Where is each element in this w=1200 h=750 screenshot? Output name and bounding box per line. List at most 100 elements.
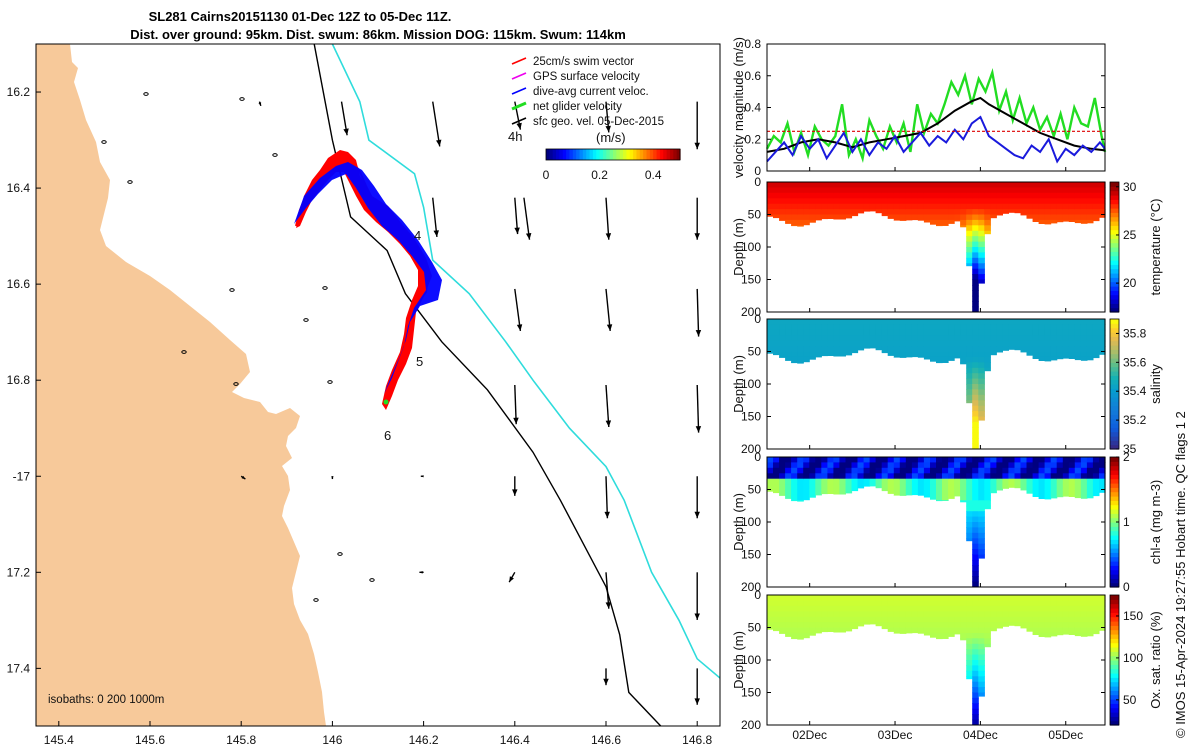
- section-cell: [1068, 182, 1076, 188]
- colorbar-cell: [569, 149, 574, 160]
- section-colorbar-cell: [1110, 517, 1119, 523]
- section-colorbar-cell: [1110, 500, 1119, 506]
- section-cell: [923, 203, 931, 210]
- section-cell: [1044, 457, 1052, 463]
- section-cell: [990, 324, 997, 331]
- section-cell: [839, 209, 846, 216]
- section-cell: [869, 329, 877, 336]
- section-cell: [966, 346, 973, 353]
- section-cell: [779, 340, 786, 347]
- section-cell: [899, 627, 907, 634]
- section-cell: [911, 335, 919, 342]
- section-cell: [1080, 616, 1088, 623]
- section-cell: [1002, 473, 1009, 480]
- section-cell: [797, 351, 804, 358]
- section-cell: [948, 324, 955, 331]
- section-cell: [996, 473, 1003, 480]
- section-cell: [1068, 346, 1076, 353]
- section-cell: [942, 611, 949, 618]
- section-cell: [972, 616, 979, 623]
- section-cell: [1086, 494, 1094, 499]
- map-x-tick-label: 146.2: [409, 733, 439, 747]
- section-cell: [887, 340, 895, 347]
- section-cell: [1020, 351, 1028, 353]
- section-cell: [893, 611, 901, 618]
- section-y-tick-label: 100: [741, 515, 761, 529]
- velocity-y-tick-label: 0.4: [744, 101, 761, 115]
- section-cell: [948, 484, 955, 491]
- section-cell: [851, 462, 859, 469]
- section-cell: [972, 411, 979, 418]
- section-colorbar-cell: [1110, 234, 1119, 239]
- section-cell: [809, 467, 816, 474]
- section-cell: [1026, 616, 1034, 623]
- section-cell: [905, 489, 913, 496]
- section-cell: [966, 394, 973, 401]
- section-x-tick-label: 05Dec: [1048, 728, 1083, 742]
- section-cell: [833, 182, 840, 188]
- section-cell: [1074, 329, 1082, 336]
- section-cell: [1092, 192, 1100, 199]
- section-cell: [827, 457, 834, 463]
- section-cell: [1044, 478, 1052, 485]
- sfc-velocity-arrow: [695, 384, 702, 433]
- section-cell: [1020, 462, 1028, 469]
- section-cell: [809, 319, 816, 325]
- section-cell: [936, 616, 943, 623]
- section-cell: [984, 209, 991, 216]
- section-cell: [948, 214, 955, 221]
- section-cell: [821, 182, 828, 188]
- section-colorbar-cell: [1110, 642, 1119, 648]
- section-cell: [1050, 462, 1058, 469]
- section-cell: [791, 346, 798, 353]
- section-cell: [1026, 214, 1034, 219]
- section-cell: [773, 209, 780, 216]
- colorbar-cell: [562, 149, 567, 160]
- section-cell: [1050, 622, 1058, 629]
- section-colorbar-cell: [1110, 375, 1119, 381]
- velocity-y-label: velocity magnitude (m/s): [731, 37, 746, 178]
- section-cell: [821, 484, 828, 491]
- section-cell: [863, 622, 871, 625]
- section-cell: [815, 600, 822, 607]
- section-cell: [960, 473, 967, 480]
- section-cell: [960, 346, 967, 353]
- section-cell: [984, 198, 991, 205]
- section-colorbar-tick-label: 0: [1123, 580, 1130, 594]
- section-cell: [893, 462, 901, 469]
- section-cell: [869, 192, 877, 199]
- section-cell: [1050, 346, 1058, 353]
- section-cell: [1074, 611, 1082, 618]
- section-cell: [978, 660, 985, 666]
- section-cell: [1002, 192, 1009, 199]
- section-cell: [797, 605, 804, 612]
- section-cell: [803, 214, 810, 221]
- section-cell: [1074, 198, 1082, 205]
- section-cell: [881, 622, 889, 629]
- section-cell: [857, 467, 865, 474]
- section-cell: [773, 457, 780, 463]
- section-cell: [797, 478, 804, 485]
- section-colorbar-cell: [1110, 418, 1119, 424]
- section-cell: [1086, 198, 1094, 205]
- section-cell: [948, 187, 955, 194]
- section-cell: [923, 627, 931, 634]
- section-cell: [978, 676, 985, 683]
- section-cell: [984, 627, 991, 634]
- section-cell: [821, 616, 828, 623]
- section-cell: [917, 192, 925, 199]
- section-cell: [960, 616, 967, 623]
- section-cell: [821, 595, 828, 601]
- colorbar-cell: [656, 149, 661, 160]
- section-colorbar-cell: [1110, 647, 1119, 652]
- velocity-y-tick-label: 0.2: [744, 132, 761, 146]
- section-cell: [930, 627, 937, 634]
- section-cell: [1008, 335, 1015, 342]
- section-cell: [1032, 356, 1040, 359]
- section-cell: [954, 489, 961, 496]
- section-cell: [966, 527, 973, 534]
- section-cell: [948, 351, 955, 358]
